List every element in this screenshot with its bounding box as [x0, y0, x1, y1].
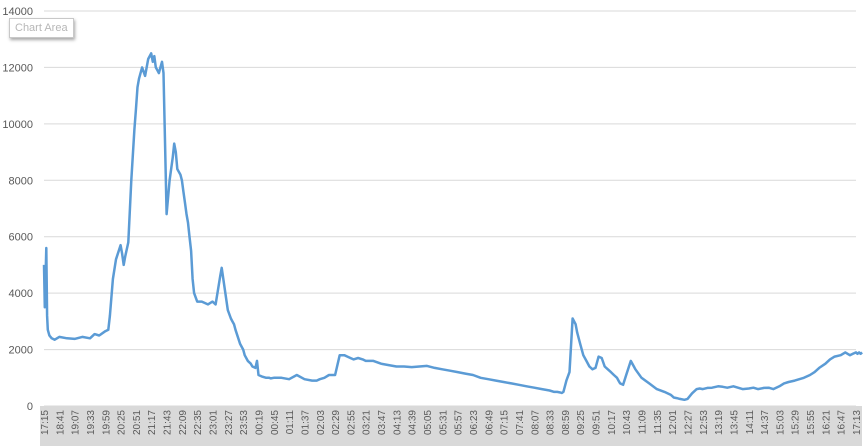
x-tick-label: 19:07 — [71, 410, 82, 435]
y-tick-label: 10000 — [2, 119, 33, 131]
y-tick-label: 2000 — [9, 345, 33, 357]
x-tick-label: 22:09 — [178, 410, 189, 435]
x-tick-label: 23:01 — [209, 410, 220, 435]
x-tick-label: 06:49 — [484, 410, 495, 435]
x-tick-label: 11:35 — [653, 410, 664, 435]
x-tick-label: 14:37 — [760, 410, 771, 435]
y-tick-label: 0 — [27, 401, 33, 413]
x-tick-label: 22:35 — [193, 410, 204, 435]
x-tick-label: 11:09 — [638, 410, 649, 435]
gridlines — [44, 10, 856, 407]
x-tick-label: 04:39 — [408, 410, 419, 435]
x-tick-label: 01:11 — [285, 410, 296, 435]
x-tick-label: 02:29 — [331, 410, 342, 435]
x-tick-label: 15:29 — [791, 410, 802, 435]
x-tick-label: 16:47 — [837, 410, 848, 435]
y-axis-ticks: 0 2000 4000 6000 8000 10000 12000 14000 — [2, 6, 33, 413]
x-axis-band — [40, 406, 862, 446]
x-tick-label: 17:13 — [852, 410, 863, 435]
y-tick-label: 12000 — [2, 62, 33, 74]
x-tick-label: 10:17 — [607, 410, 618, 435]
x-tick-label: 05:31 — [438, 410, 449, 435]
y-tick-label: 14000 — [2, 6, 33, 18]
x-tick-label: 20:25 — [117, 410, 128, 435]
x-tick-label: 18:41 — [55, 410, 66, 435]
x-tick-label: 23:27 — [224, 410, 235, 435]
x-tick-label: 02:03 — [316, 410, 327, 435]
series-line — [42, 52, 863, 402]
x-tick-label: 08:07 — [530, 410, 541, 435]
x-tick-label: 15:55 — [806, 410, 817, 435]
x-tick-label: 19:33 — [86, 410, 97, 435]
x-tick-label: 20:51 — [132, 410, 143, 435]
x-tick-label: 10:43 — [622, 410, 633, 435]
x-tick-label: 12:01 — [668, 410, 679, 435]
x-tick-label: 03:21 — [362, 410, 373, 435]
x-tick-label: 21:43 — [163, 410, 174, 435]
y-tick-label: 6000 — [9, 232, 33, 244]
x-tick-label: 00:45 — [270, 410, 281, 435]
x-tick-label: 09:25 — [576, 410, 587, 435]
x-tick-label: 21:17 — [147, 410, 158, 435]
x-tick-label: 19:59 — [101, 410, 112, 435]
x-tick-label: 07:41 — [515, 410, 526, 435]
x-tick-label: 08:33 — [546, 410, 557, 435]
x-tick-label: 23:53 — [239, 410, 250, 435]
x-tick-label: 05:57 — [454, 410, 465, 435]
y-tick-label: 4000 — [9, 288, 33, 300]
x-tick-label: 00:19 — [254, 410, 265, 435]
x-tick-label: 09:51 — [592, 410, 603, 435]
x-tick-label: 16:21 — [821, 410, 832, 435]
x-tick-label: 13:19 — [714, 410, 725, 435]
x-tick-label: 06:23 — [469, 410, 480, 435]
x-tick-label: 03:47 — [377, 410, 388, 435]
y-tick-label: 8000 — [9, 175, 33, 187]
x-tick-label: 17:15 — [40, 410, 51, 435]
x-tick-label: 13:45 — [729, 410, 740, 435]
x-tick-label: 05:05 — [423, 410, 434, 435]
x-tick-label: 14:11 — [745, 410, 756, 435]
x-tick-label: 02:55 — [346, 410, 357, 435]
x-axis-ticks: 17:15 18:41 19:07 19:33 19:59 20:25 20:51 21:17… — [40, 410, 863, 435]
x-tick-label: 08:59 — [561, 410, 572, 435]
x-tick-label: 04:13 — [392, 410, 403, 435]
x-tick-label: 07:15 — [500, 410, 511, 435]
x-tick-label: 12:27 — [683, 410, 694, 435]
x-tick-label: 15:03 — [775, 410, 786, 435]
chart-area-tooltip: Chart Area — [9, 18, 74, 38]
x-tick-label: 12:53 — [699, 410, 710, 435]
x-tick-label: 01:37 — [300, 410, 311, 435]
